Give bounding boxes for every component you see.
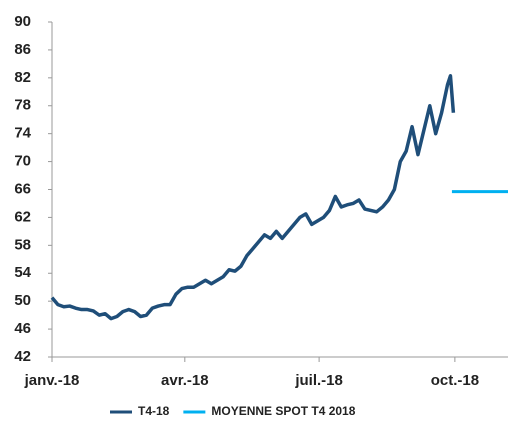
legend-label: MOYENNE SPOT T4 2018 <box>211 404 355 418</box>
y-tick-label: 62 <box>14 208 31 225</box>
x-tick-label: oct.-18 <box>431 372 479 389</box>
series-line <box>50 73 456 321</box>
y-tick-label: 50 <box>14 292 31 309</box>
x-tick-label: janv.-18 <box>24 372 80 389</box>
y-tick-label: 86 <box>14 41 31 58</box>
x-tick-label: avr.-18 <box>161 372 209 389</box>
y-tick-label: 90 <box>14 13 31 30</box>
y-tick-label: 82 <box>14 69 31 86</box>
legend-label: T4-18 <box>138 404 170 418</box>
y-tick-label: 42 <box>14 348 31 365</box>
y-tick-label: 54 <box>14 264 31 281</box>
y-tick-label: 70 <box>14 153 31 170</box>
y-tick-label: 58 <box>14 236 31 253</box>
x-tick-label: juil.-18 <box>294 372 343 389</box>
y-tick-label: 66 <box>14 180 31 197</box>
y-tick-label: 46 <box>14 320 31 337</box>
y-tick-label: 74 <box>14 125 31 142</box>
y-tick-label: 78 <box>14 97 31 114</box>
legend: T4-18 MOYENNE SPOT T4 2018 <box>110 404 356 418</box>
